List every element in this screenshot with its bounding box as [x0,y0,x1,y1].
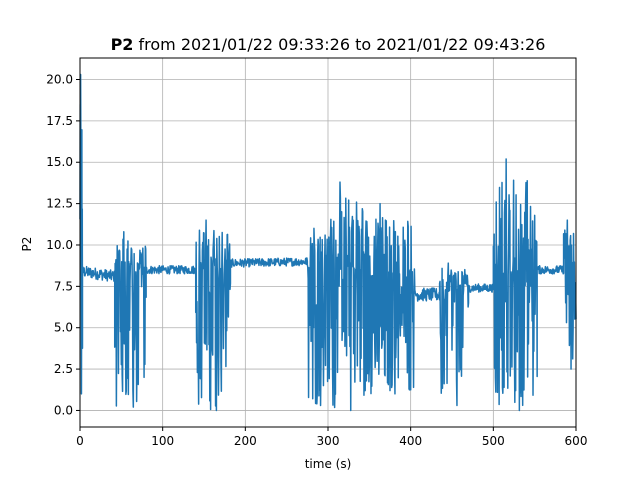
y-tick-label: 7.5 [54,279,73,293]
x-tick-label: 600 [565,434,588,448]
chart-title: P2 from 2021/01/22 09:33:26 to 2021/01/2… [111,35,546,54]
x-tick-label: 100 [151,434,174,448]
y-tick-label: 2.5 [54,362,73,376]
x-tick-label: 0 [76,434,84,448]
y-tick-label: 20.0 [46,73,73,87]
series-line [79,73,577,412]
x-axis-label: time (s) [305,457,352,471]
ticks: 0 100 200 300 400 500 600 0.0 2.5 5.0 7.5 10.0 12.5 1… [46,73,587,448]
y-tick-label: 15.0 [46,155,73,169]
chart-title-bold: P2 [111,35,134,54]
y-tick-label: 10.0 [46,238,73,252]
y-axis-label: P2 [20,237,34,252]
chart-title-rest: from 2021/01/22 09:33:26 to 2021/01/22 0… [133,35,545,54]
x-tick-label: 400 [399,434,422,448]
y-tick-label: 0.0 [54,403,73,417]
x-tick-label: 300 [317,434,340,448]
y-tick-label: 5.0 [54,321,73,335]
y-tick-label: 12.5 [46,197,73,211]
x-tick-label: 200 [234,434,257,448]
y-tick-label: 17.5 [46,114,73,128]
plot-data [79,73,577,412]
x-tick-label: 500 [482,434,505,448]
